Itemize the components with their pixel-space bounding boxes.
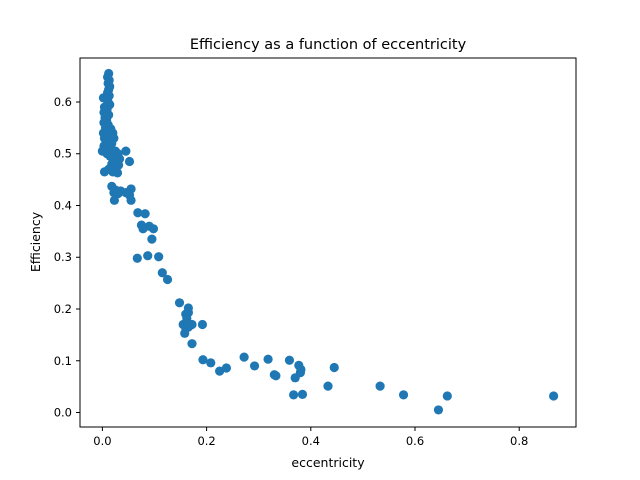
y-tick-label: 0.3 (54, 250, 72, 264)
y-tick-label: 0.2 (54, 302, 72, 316)
data-point (112, 168, 123, 178)
data-point (154, 252, 164, 262)
data-point (297, 389, 308, 399)
data-point (239, 352, 249, 362)
data-point (249, 361, 260, 371)
data-point (132, 253, 142, 263)
data-point (198, 355, 208, 365)
data-point (375, 381, 385, 391)
data-point (162, 274, 173, 285)
x-axis-label: eccentricity (291, 455, 365, 470)
x-tick-label: 0.4 (302, 434, 320, 448)
y-tick-label: 0.5 (54, 147, 72, 161)
data-point (124, 156, 135, 167)
data-point (296, 364, 306, 375)
data-point (109, 195, 119, 205)
data-point (549, 391, 559, 401)
data-point (197, 319, 208, 330)
data-point (180, 328, 190, 338)
data-point (433, 405, 444, 415)
data-point (323, 381, 333, 391)
data-point (140, 209, 150, 219)
data-point (284, 355, 295, 365)
data-point (329, 362, 339, 373)
data-point (263, 354, 273, 364)
x-tick-label: 0.2 (197, 434, 215, 448)
data-point (113, 188, 123, 199)
x-tick-label: 0.8 (510, 434, 528, 448)
data-point (133, 208, 143, 218)
data-point (99, 167, 110, 177)
data-point (126, 195, 136, 205)
data-point (187, 339, 197, 349)
data-point (398, 390, 409, 400)
plot-area-frame (79, 57, 577, 428)
data-point (157, 268, 167, 278)
y-axis-label: Efficiency (28, 211, 43, 272)
data-point (271, 371, 281, 381)
data-point (148, 224, 159, 234)
y-axis: 0.0 0.1 0.2 0.3 0.4 0.5 0.6 (54, 95, 80, 420)
data-point (121, 146, 131, 156)
chart-title: Efficiency as a function of eccentricity (190, 37, 467, 53)
data-points (97, 68, 559, 415)
data-point (289, 390, 299, 400)
y-tick-label: 0.4 (54, 198, 72, 212)
y-tick-label: 0.6 (54, 95, 72, 109)
data-point (442, 391, 452, 401)
x-axis: 0.0 0.2 0.4 0.6 0.8 (93, 427, 528, 448)
data-point (221, 363, 231, 373)
data-point (174, 298, 185, 308)
data-point (187, 319, 197, 330)
data-point (147, 234, 157, 244)
data-point (206, 358, 216, 368)
y-tick-label: 0.0 (54, 406, 72, 420)
x-tick-label: 0.6 (406, 434, 424, 448)
y-tick-label: 0.1 (54, 354, 72, 368)
x-tick-label: 0.0 (93, 434, 111, 448)
data-point (143, 251, 153, 261)
